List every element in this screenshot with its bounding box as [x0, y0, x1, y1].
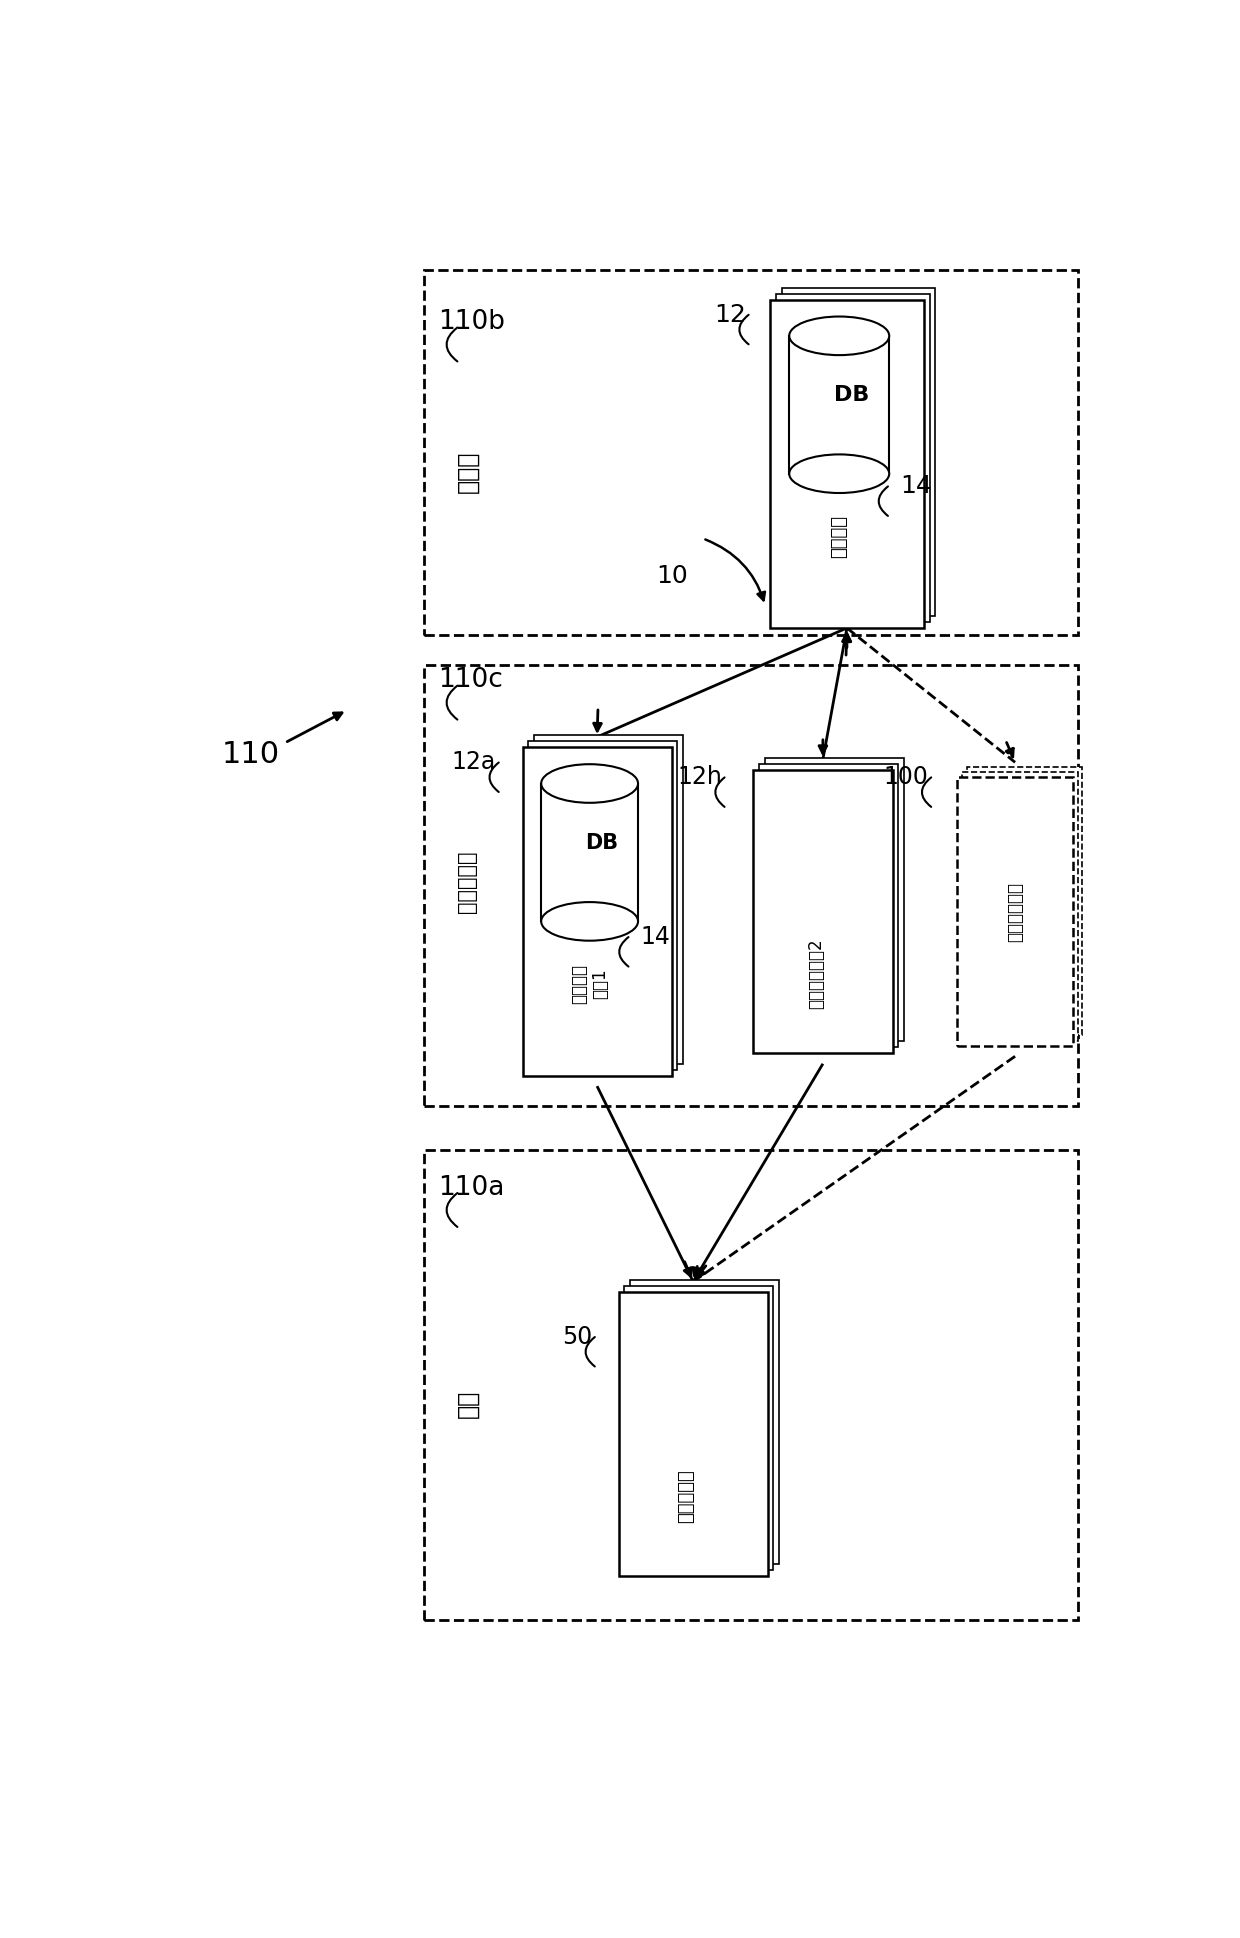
Ellipse shape	[541, 901, 639, 940]
Text: 14: 14	[900, 475, 931, 498]
Text: 12h: 12h	[677, 766, 722, 789]
Bar	[522, 748, 672, 1076]
Text: 12a: 12a	[451, 750, 496, 775]
Text: DB: DB	[833, 386, 869, 405]
Text: 110a: 110a	[439, 1174, 505, 1202]
Bar	[967, 767, 1083, 1035]
Bar	[957, 777, 1073, 1047]
Bar	[424, 269, 1078, 636]
Bar	[424, 1151, 1078, 1620]
Bar	[770, 300, 924, 628]
Text: DB: DB	[585, 833, 618, 853]
Bar	[424, 665, 1078, 1105]
Bar	[962, 771, 1078, 1041]
Text: 110b: 110b	[439, 308, 506, 335]
Bar	[789, 335, 889, 473]
Bar	[625, 1287, 774, 1570]
Bar	[619, 1293, 768, 1576]
Bar	[765, 758, 904, 1041]
Text: 110: 110	[222, 740, 280, 769]
Ellipse shape	[541, 764, 639, 802]
Bar	[534, 735, 683, 1064]
Text: 10: 10	[657, 564, 688, 587]
Text: 集群服务: 集群服务	[831, 516, 848, 558]
Bar	[630, 1281, 779, 1564]
Text: 14: 14	[640, 924, 670, 950]
Ellipse shape	[789, 453, 889, 492]
Bar	[753, 769, 893, 1054]
Ellipse shape	[789, 316, 889, 355]
Text: 集群接口域: 集群接口域	[458, 851, 477, 913]
Text: 50: 50	[562, 1326, 593, 1349]
Bar	[776, 295, 930, 622]
Bar	[759, 764, 898, 1047]
Text: 110c: 110c	[439, 667, 503, 694]
Text: 集群访问节点2: 集群访问节点2	[807, 938, 825, 1010]
Bar	[541, 783, 639, 921]
Text: 集群域: 集群域	[455, 450, 480, 492]
Text: 集群访问
节点1: 集群访问 节点1	[570, 963, 609, 1004]
Text: 客户端服务: 客户端服务	[677, 1469, 694, 1523]
Bar	[781, 287, 935, 616]
Bar	[528, 742, 677, 1070]
Text: 12: 12	[714, 302, 746, 328]
Text: 100: 100	[884, 766, 929, 789]
Text: 外域: 外域	[455, 1390, 480, 1419]
Text: 虚拟集群访问: 虚拟集群访问	[1006, 882, 1024, 942]
